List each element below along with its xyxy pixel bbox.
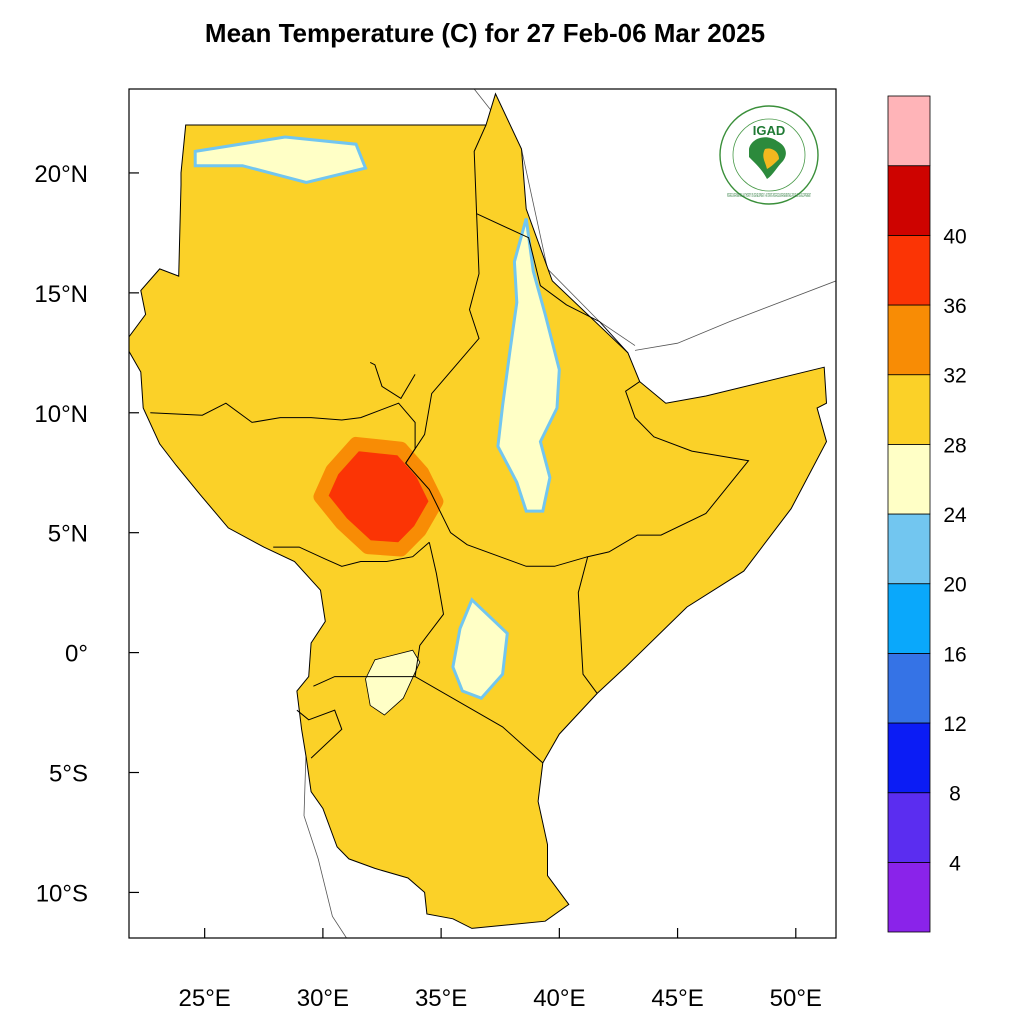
cool-zone bbox=[451, 597, 509, 700]
colorbar-label: 12 bbox=[943, 713, 966, 736]
igad-logo: IGAD INTERGOVERNMENTAL AUTHORITY ON DEVE… bbox=[719, 105, 819, 205]
lat-tick-label: 20°N bbox=[34, 161, 88, 188]
colorbar-bin bbox=[887, 792, 931, 863]
country-border bbox=[476, 213, 629, 354]
lon-tick-label: 35°E bbox=[415, 985, 467, 1012]
lat-tick-label: 5°N bbox=[48, 521, 88, 548]
plot-frame bbox=[128, 88, 837, 939]
logo-inner-ring bbox=[732, 118, 806, 192]
country-border bbox=[369, 361, 416, 400]
logo-text: IGAD bbox=[753, 123, 786, 138]
map-layers bbox=[129, 89, 836, 938]
colorbar-bin bbox=[887, 652, 931, 724]
outside-coastline bbox=[303, 743, 347, 938]
outside-coastline bbox=[634, 280, 836, 351]
lon-tick-label: 45°E bbox=[651, 985, 703, 1012]
region-base-fill bbox=[129, 93, 827, 929]
lat-tick-label: 10°N bbox=[34, 401, 88, 428]
colorbar-label: 16 bbox=[943, 643, 966, 666]
hot-temperature-zone bbox=[313, 436, 444, 557]
colorbar-label: 4 bbox=[949, 852, 961, 875]
region-coastline bbox=[129, 92, 828, 929]
logo-horn-icon bbox=[763, 148, 779, 169]
lat-tick-label: 15°N bbox=[34, 281, 88, 308]
country-border bbox=[150, 402, 416, 464]
colorbar-bin bbox=[887, 374, 931, 445]
logo-ring-text: INTERGOVERNMENTAL AUTHORITY ON DEVELOPME… bbox=[727, 193, 811, 199]
colorbar-bin bbox=[887, 95, 931, 167]
country-border bbox=[405, 124, 750, 567]
colorbar-label: 8 bbox=[949, 783, 961, 806]
colorbar-label: 20 bbox=[943, 574, 966, 597]
colorbar-label: 28 bbox=[943, 434, 966, 457]
lon-tick-label: 50°E bbox=[770, 985, 822, 1012]
lon-tick-label: 30°E bbox=[297, 985, 349, 1012]
colorbar-bin bbox=[887, 513, 931, 585]
cool-zone bbox=[193, 135, 368, 185]
colorbar-bin bbox=[887, 304, 931, 376]
country-borders bbox=[150, 124, 750, 764]
longitude-axis: 25°E 30°E 35°E 40°E 45°E 50°E bbox=[179, 928, 822, 1012]
colorbar-label: 24 bbox=[943, 504, 967, 527]
colorbar bbox=[887, 95, 931, 933]
lon-tick-label: 40°E bbox=[533, 985, 585, 1012]
country-border bbox=[296, 709, 343, 759]
country-border bbox=[577, 556, 598, 694]
country-border bbox=[313, 676, 544, 764]
cool-temperature-zones bbox=[193, 135, 561, 700]
lake-victoria bbox=[365, 649, 421, 716]
colorbar-bin bbox=[887, 165, 931, 236]
lat-tick-label: 10°S bbox=[36, 880, 88, 907]
country-border bbox=[273, 541, 430, 567]
colorbar-bin bbox=[887, 443, 931, 515]
colorbar-label: 40 bbox=[943, 225, 966, 248]
colorbar-bin bbox=[887, 583, 931, 654]
lat-tick-label: 5°S bbox=[49, 761, 88, 788]
colorbar-label: 36 bbox=[943, 295, 966, 318]
colorbar-bin bbox=[887, 722, 931, 794]
colorbar-label: 32 bbox=[943, 365, 966, 388]
colorbar-bin bbox=[887, 861, 931, 933]
lon-tick-label: 25°E bbox=[179, 985, 231, 1012]
map-title: Mean Temperature (C) for 27 Feb-06 Mar 2… bbox=[204, 18, 766, 48]
cool-zone bbox=[496, 218, 561, 513]
lat-tick-label: 0° bbox=[65, 641, 88, 668]
latitude-axis: 20°N 15°N 10°N 5°N 0° 5°S 10°S bbox=[34, 161, 139, 907]
country-border bbox=[414, 542, 445, 677]
colorbar-bin bbox=[887, 234, 931, 306]
colorbar-labels: 4 8 12 16 20 24 28 32 36 40 bbox=[943, 225, 967, 875]
